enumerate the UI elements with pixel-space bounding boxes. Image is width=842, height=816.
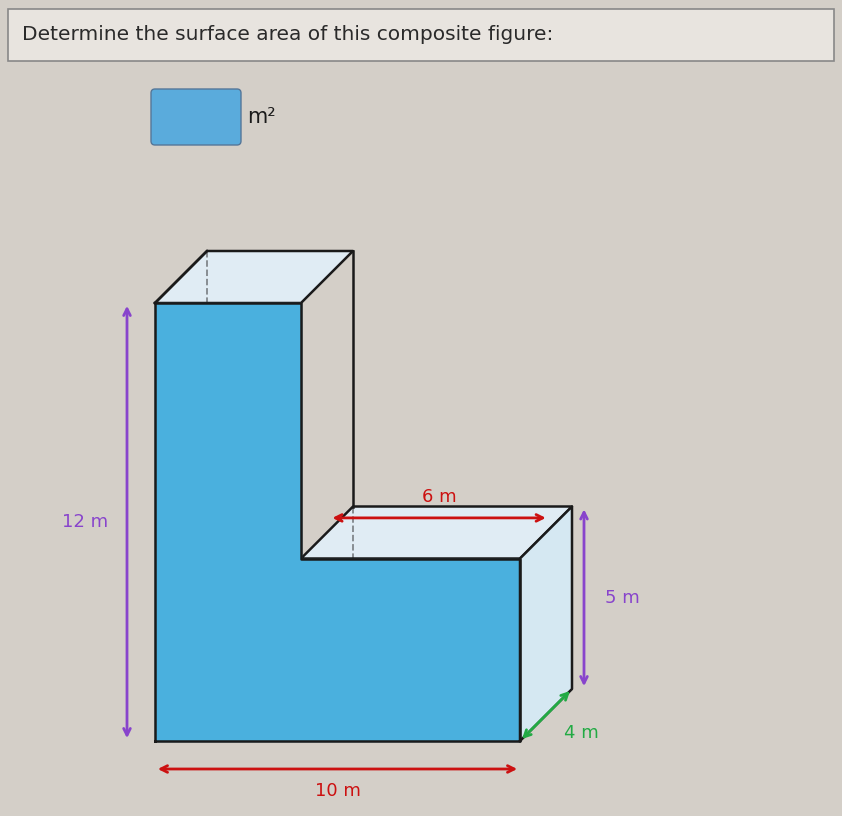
FancyBboxPatch shape [8, 9, 834, 61]
Polygon shape [155, 251, 353, 303]
Polygon shape [520, 507, 572, 741]
Text: 6 m: 6 m [422, 488, 456, 506]
Polygon shape [301, 507, 572, 558]
Text: 5 m: 5 m [605, 589, 639, 607]
Text: 12 m: 12 m [62, 513, 108, 531]
Polygon shape [155, 303, 520, 741]
Text: m²: m² [247, 107, 275, 127]
Text: Determine the surface area of this composite figure:: Determine the surface area of this compo… [22, 25, 553, 44]
FancyBboxPatch shape [151, 89, 241, 145]
Text: 10 m: 10 m [315, 782, 360, 800]
Text: 4 m: 4 m [563, 724, 599, 742]
